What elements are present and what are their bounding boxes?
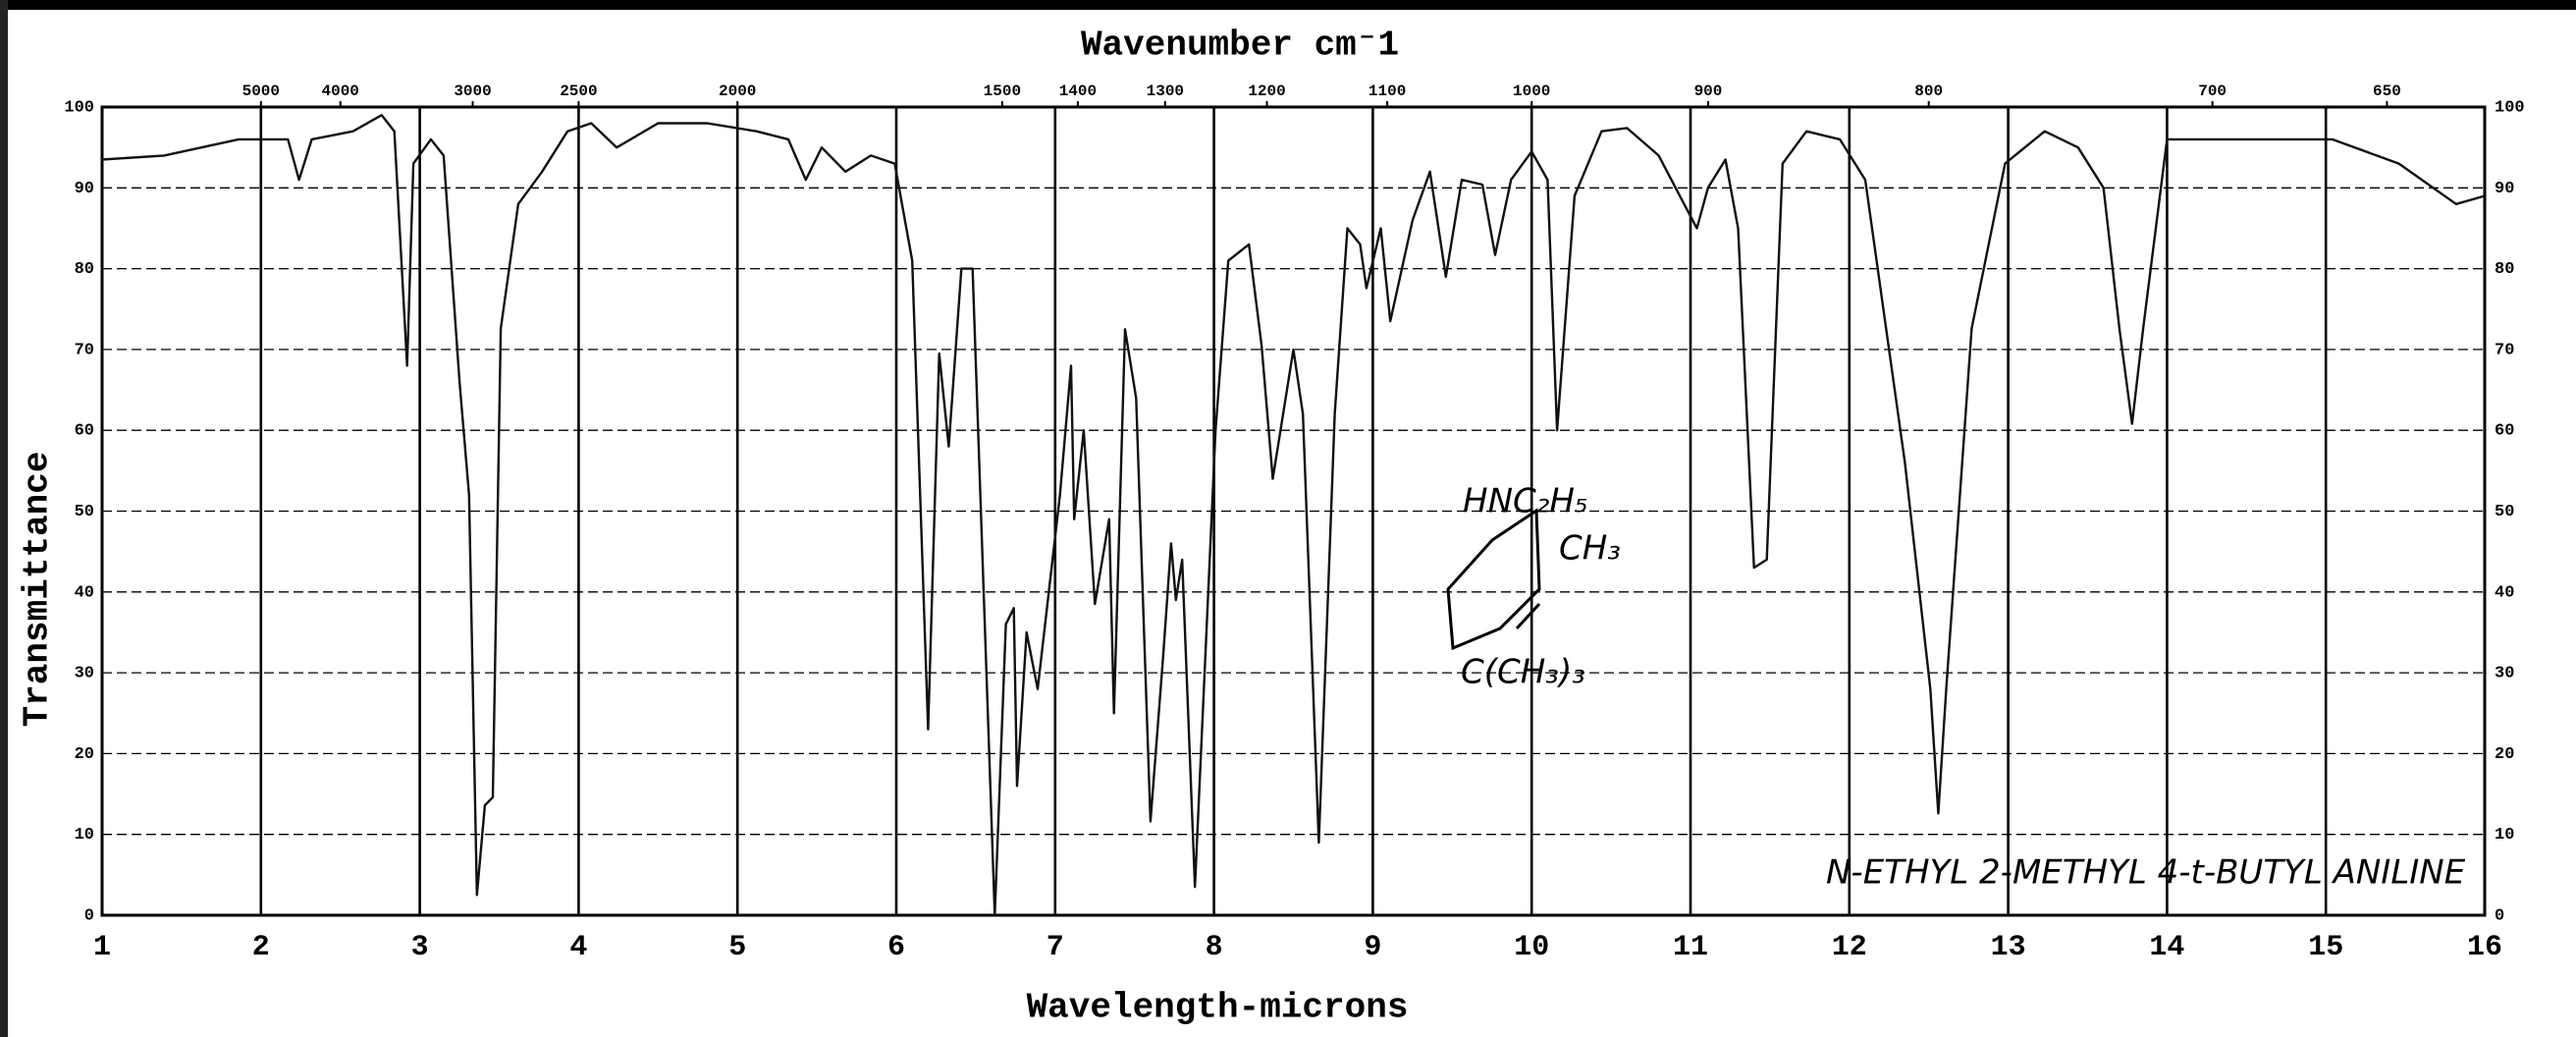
x-tick-label: 7 [1046,931,1064,964]
x-tick-label: 2 [252,931,270,964]
y-tick-label-right: 100 [2495,98,2525,117]
annotation: HNC₂H₅ [1463,482,1588,521]
y-tick-label: 40 [75,583,94,602]
x-tick-label: 16 [2467,931,2502,964]
y-tick-label: 20 [75,745,94,764]
top-tick-label: 3000 [454,82,491,100]
left-border [0,0,8,1037]
x-tick-label: 9 [1364,931,1381,964]
top-tick-label: 700 [2198,82,2227,100]
top-tick-label: 900 [1694,82,1723,100]
top-tick-label: 650 [2373,82,2401,100]
y-tick-label: 100 [64,98,94,117]
spectrum-line [101,114,2486,917]
y-tick-label-right: 60 [2495,422,2514,441]
y-tick-label-right: 50 [2495,503,2514,521]
x-tick-label: 3 [411,931,429,964]
y-tick-label: 0 [84,906,94,925]
x-tick-label: 15 [2308,931,2343,964]
top-tick-label: 1200 [1248,82,1285,100]
top-tick-label: 800 [1914,82,1943,100]
y-tick-label-right: 10 [2495,826,2514,845]
top-axis-title: Wavenumber cm⁻1 [1081,26,1399,66]
annotation: CH₃ [1559,529,1621,569]
x-tick-label: 6 [887,931,905,964]
x-tick-label: 5 [728,931,746,964]
y-tick-label-right: 20 [2495,745,2514,764]
top-tick-label: 1300 [1147,82,1184,100]
y-tick-label: 80 [75,260,94,279]
y-tick-label: 30 [75,665,94,683]
y-tick-label: 70 [75,341,94,359]
x-tick-label: 12 [1832,931,1867,964]
top-tick-label: 5000 [242,82,280,100]
benzene-ring [1446,508,1541,651]
top-tick-label: 1100 [1368,82,1406,100]
x-axis-title: Wavelength-microns [1027,988,1409,1028]
y-tick-label-right: 0 [2495,906,2504,925]
top-tick-label: 2000 [719,82,756,100]
y-tick-label-right: 70 [2495,341,2514,359]
y-tick-label: 10 [75,826,94,845]
y-tick-label-right: 30 [2495,665,2514,683]
top-tick-label: 1000 [1513,82,1550,100]
x-tick-label: 1 [93,931,111,964]
y-tick-label: 50 [75,503,94,521]
y-tick-label: 90 [75,180,94,198]
y-tick-label-right: 80 [2495,260,2514,279]
top-border [0,0,2576,10]
top-tick-label: 2500 [560,82,597,100]
y-tick-label-right: 40 [2495,583,2514,602]
x-tick-label: 10 [1514,931,1549,964]
y-tick-label-right: 90 [2495,180,2514,198]
x-tick-label: 4 [569,931,587,964]
ring-bond [1515,602,1541,630]
structure [1446,508,1541,651]
annotation: N-ETHYL 2-METHYL 4-t-BUTYL ANILINE [1826,853,2466,893]
x-tick-label: 11 [1673,931,1708,964]
top-tick-label: 1500 [984,82,1021,100]
top-tick-label: 4000 [321,82,358,100]
x-tick-label: 8 [1206,931,1223,964]
annotation: C(CH₃)₃ [1461,653,1585,692]
x-tick-label: 13 [1991,931,2026,964]
top-tick-label: 1400 [1059,82,1097,100]
y-axis-title: Transmittance [18,452,58,728]
x-tick-label: 14 [2149,931,2184,964]
y-tick-label: 60 [75,422,94,441]
